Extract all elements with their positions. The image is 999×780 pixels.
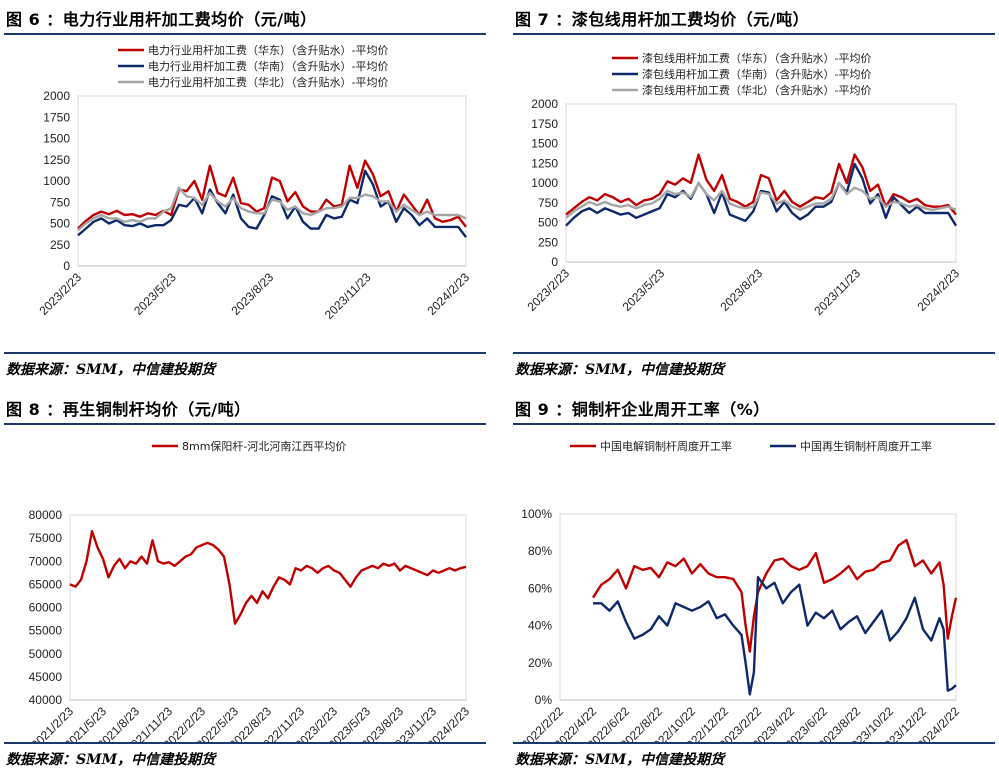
y-tick-label: 60000 [29,601,63,615]
y-tick-label: 250 [50,238,70,252]
y-tick-label: 1250 [43,153,70,167]
chart-title: 图 9 ：铜制杆企业周开工率（%） [515,400,770,419]
legend-label: 中国电解铜制杆周度开工率 [600,439,732,453]
y-tick-label: 80000 [29,508,63,522]
y-tick-label: 70000 [29,554,63,568]
series-line-1 [591,538,958,653]
x-tick-label: 2023/2/23 [36,270,84,318]
x-tick-label: 2023/11/23 [322,270,374,322]
chart-panel-fig7: 图 7 ：漆包线用杆加工费均价（元/吨） 0 250 500 750 1000 1250 1… [509,0,999,390]
line-chart-fig9: 0%20%40%60%80%100%2022/2/222022/4/222022… [518,439,962,742]
legend-label: 漆包线用杆加工费（华北）（含升贴水）-平均价 [642,83,871,97]
x-tick-label: 2023/8/23 [718,266,766,314]
line-chart-fig7: 0 250 500 750 1000 1250 1500 1750 2000 2023/2/23 2… [524,51,962,318]
series-line-1 [69,529,467,625]
y-tick-label: 1250 [531,156,558,170]
y-tick-label: 750 [538,196,558,210]
source-note: 数据来源：SMM，中信建投期货 [6,752,216,768]
y-tick-label: 1750 [531,117,558,131]
source-note: 数据来源：SMM，中信建投期货 [515,362,725,378]
y-tick-label: 1500 [43,132,70,146]
chart-title: 图 6 ：电力行业用杆加工费均价（元/吨） [6,10,317,29]
y-tick-label: 60% [528,581,552,595]
y-tick-label: 40000 [29,693,63,707]
line-chart-fig6: 0 250 500 750 1000 1250 1500 1750 2000 2023/2/23 2… [36,43,472,322]
y-tick-label: 0% [535,693,553,707]
title-rule [4,33,486,35]
chart-title: 图 7 ：漆包线用杆加工费均价（元/吨） [515,10,810,29]
source-rule [513,742,995,744]
chart-title: 图 8 ：再生铜制杆均价（元/吨） [6,400,251,419]
plot-area [69,514,467,701]
chart-panel-fig6: 图 6 ：电力行业用杆加工费均价（元/吨） 0 250 500 750 1000 1250… [0,0,490,390]
y-tick-label: 40% [528,619,552,633]
legend-label: 中国再生铜制杆周度开工率 [800,439,932,453]
series-line-2 [593,575,957,696]
x-tick-label: 2023/5/23 [131,270,179,318]
chart-panel-fig9: 图 9 ：铜制杆企业周开工率（%） 0% 20% 40% 60% 80% 100% 2022… [509,390,999,780]
y-tick-label: 750 [50,195,70,209]
y-tick-label: 1500 [531,137,558,151]
legend-label: 电力行业用杆加工费（华北）（含升贴水）-平均价 [148,75,388,89]
chart-panel-fig8: 图 8 ：再生铜制杆均价（元/吨） 40000 45000 50000 55000 60… [0,390,490,780]
series-line-2 [77,169,467,238]
x-tick-label: 2024/2/23 [424,270,472,318]
line-chart-fig8: 40000 45000 50000 55000 60000 65000 70000 75000… [28,439,472,742]
y-tick-label: 0 [551,255,558,269]
y-tick-label: 0 [63,259,70,273]
legend-label: 电力行业用杆加工费（华南）（含升贴水）-平均价 [148,59,388,73]
series-line-1 [565,153,957,216]
y-tick-label: 500 [538,216,558,230]
y-tick-label: 55000 [29,624,63,638]
title-rule [4,423,486,425]
y-tick-label: 2000 [43,89,70,103]
y-tick-label: 80% [528,544,552,558]
y-tick-label: 65000 [29,577,63,591]
source-rule [4,352,486,354]
x-tick-label: 2023/11/23 [811,266,863,318]
legend-label: 电力行业用杆加工费（华东）（含升贴水）-平均价 [148,43,388,57]
y-tick-label: 75000 [29,531,63,545]
y-tick-label: 250 [538,235,558,249]
y-tick-label: 1750 [43,110,70,124]
y-tick-label: 20% [528,656,552,670]
legend-label: 8mm保阳杆-河北河南江西平均价 [182,439,346,453]
plot-area [565,103,957,263]
series-line-3 [565,181,957,219]
legend-label: 漆包线用杆加工费（华南）（含升贴水）-平均价 [642,67,871,81]
series-line-3 [77,186,467,232]
y-tick-label: 2000 [531,97,558,111]
legend-label: 漆包线用杆加工费（华东）（含升贴水）-平均价 [642,51,871,65]
x-tick-label: 2023/2/23 [524,266,572,314]
y-tick-label: 500 [50,217,70,231]
title-rule [513,33,995,35]
y-tick-label: 1000 [43,174,70,188]
y-tick-label: 45000 [29,670,63,684]
y-tick-label: 1000 [531,176,558,190]
y-tick-label: 50000 [29,647,63,661]
source-rule [4,742,486,744]
x-tick-label: 2023/8/23 [229,270,277,318]
x-tick-label: 2024/2/23 [914,266,962,314]
x-tick-label: 2023/5/23 [620,266,668,314]
source-note: 数据来源：SMM，中信建投期货 [515,752,725,768]
source-note: 数据来源：SMM，中信建投期货 [6,362,216,378]
source-rule [513,352,995,354]
series-line-1 [77,159,467,230]
y-tick-label: 100% [521,507,552,521]
title-rule [513,423,995,425]
